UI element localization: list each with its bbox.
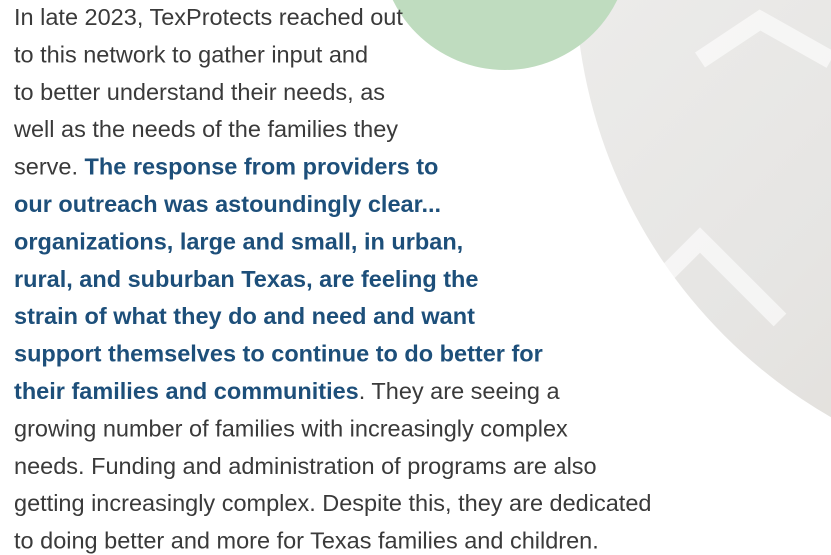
text-run: to better understand their needs, as: [14, 79, 385, 105]
text-line: well as the needs of the families they: [13, 116, 398, 142]
text-run: serve.: [14, 154, 85, 180]
bold-run: their families and communities: [14, 378, 359, 404]
text-run: needs. Funding and administration of pro…: [14, 453, 597, 479]
text-line: to better understand their needs, as: [14, 79, 385, 105]
text-line: their families and communities. They are…: [14, 378, 560, 404]
text-line: In late 2023, TexProtects reached out: [14, 4, 403, 30]
text-line: strain of what they do and need and want: [14, 303, 475, 329]
text-line: support themselves to continue to do bet…: [14, 341, 543, 367]
text-run: In late 2023, TexProtects reached out: [14, 4, 403, 30]
bold-run: support themselves to continue to do bet…: [14, 341, 543, 367]
text-run: . They are seeing a: [359, 378, 561, 404]
text-line: to this network to gather input and: [14, 41, 368, 67]
bold-run: organizations, large and small, in urban…: [14, 228, 463, 254]
text-run: to doing better and more for Texas famil…: [14, 528, 599, 554]
bold-run: The response from providers to: [85, 154, 439, 180]
text-line: our outreach was astoundingly clear...: [14, 191, 441, 217]
text-block: In late 2023, TexProtects reached out to …: [13, 4, 651, 554]
text-line: serve. The response from providers to: [14, 154, 438, 180]
bold-run: rural, and suburban Texas, are feeling t…: [14, 266, 478, 292]
document: In late 2023, TexProtects reached out to …: [0, 0, 831, 555]
text-run: getting increasingly complex. Despite th…: [14, 490, 651, 516]
text-run: well as the needs of the families they: [13, 116, 398, 142]
text-line: getting increasingly complex. Despite th…: [14, 490, 651, 516]
text-line: to doing better and more for Texas famil…: [14, 528, 599, 554]
text-line: rural, and suburban Texas, are feeling t…: [14, 266, 478, 292]
page: {"lines": [ [{"text": "In late 2023, Tex…: [0, 0, 831, 555]
text-line: organizations, large and small, in urban…: [14, 228, 463, 254]
bold-run: strain of what they do and need and want: [14, 303, 475, 329]
text-run: growing number of families with increasi…: [14, 415, 568, 441]
text-run: to this network to gather input and: [14, 41, 368, 67]
text-line: needs. Funding and administration of pro…: [14, 453, 597, 479]
bold-run: our outreach was astoundingly clear...: [14, 191, 441, 217]
text-line: growing number of families with increasi…: [14, 415, 568, 441]
